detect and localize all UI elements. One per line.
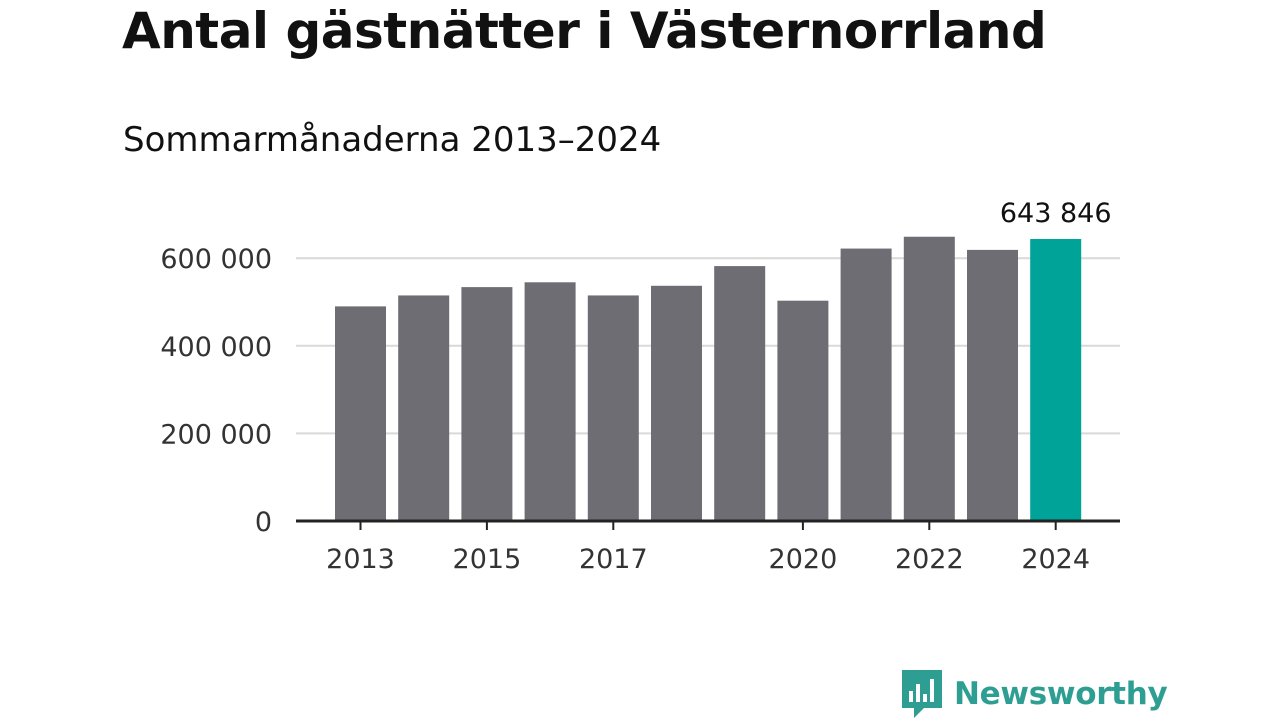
chart-title: Antal gästnätter i Västernorrland: [122, 2, 1047, 60]
y-tick-label: 400 000: [160, 332, 272, 363]
bar-2023: [967, 249, 1018, 521]
axes: [296, 519, 1120, 530]
x-tick-label: 2013: [326, 544, 395, 575]
bars: [335, 236, 1082, 521]
bar-2017: [587, 295, 639, 521]
bar-2014: [398, 295, 450, 521]
x-tick-label: 2015: [453, 544, 522, 575]
x-tick-label: 2022: [895, 544, 964, 575]
bar-2019: [714, 266, 766, 521]
newsworthy-chart-bubble-icon: [902, 670, 942, 718]
bar-2020: [777, 300, 829, 521]
brand-name: Newsworthy: [954, 676, 1168, 712]
bar-2018: [651, 285, 702, 521]
bar-2024: [1030, 239, 1082, 521]
y-tick-label: 200 000: [160, 419, 272, 450]
x-tick-label: 2020: [769, 544, 838, 575]
bar-2015: [461, 287, 513, 521]
bar-2021: [840, 248, 892, 521]
y-tick-label: 600 000: [160, 244, 272, 275]
bar-2013: [335, 306, 386, 521]
bar-2016: [524, 282, 576, 521]
bar-2022: [903, 236, 955, 521]
brand-logo: Newsworthy: [902, 670, 1168, 718]
labels: 0 200 000 400 000 600 000 2013 2015 2017 2020 20…: [160, 198, 1111, 575]
y-tick-label: 0: [255, 507, 272, 538]
chart-subtitle: Sommarmånaderna 2013–2024: [123, 120, 662, 160]
x-tick-label: 2024: [1021, 544, 1090, 575]
x-tick-label: 2017: [579, 544, 648, 575]
data-label-2024: 643 846: [1000, 198, 1112, 229]
